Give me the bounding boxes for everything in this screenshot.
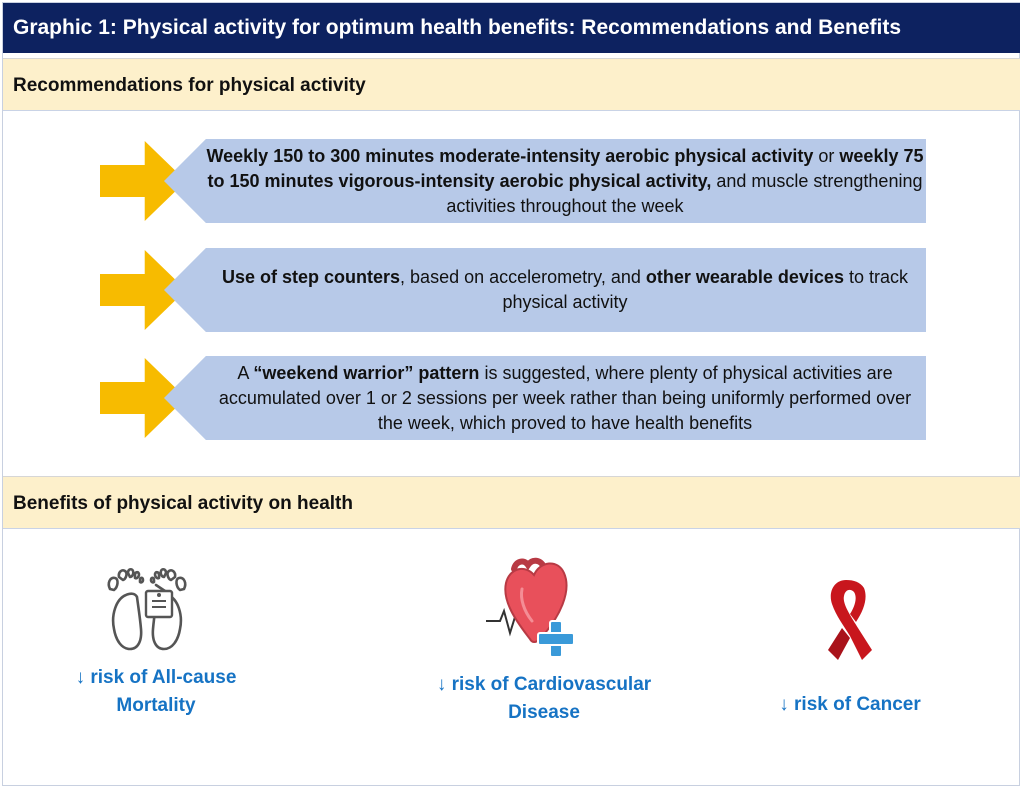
benefit-cardiovascular-line2: Disease [508, 702, 580, 723]
recommendation-box: A “weekend warrior” pattern is suggested… [164, 356, 926, 440]
recommendation-row-2: Use of step counters, based on accelerom… [100, 248, 930, 332]
benefit-cancer: ↓ risk of Cancer [760, 691, 940, 719]
recommendation-text: Weekly 150 to 300 minutes moderate-inten… [205, 144, 925, 219]
recommendation-box: Use of step counters, based on accelerom… [164, 248, 926, 332]
recommendation-text: Use of step counters, based on accelerom… [205, 265, 925, 315]
recommendation-box: Weekly 150 to 300 minutes moderate-inten… [164, 139, 926, 223]
benefit-mortality: ↓ risk of All-cause Mortality [56, 664, 256, 720]
recommendation-plain-text: to track physical activity [502, 267, 908, 312]
recommendation-bold-text: other wearable devices [645, 267, 844, 287]
recommendation-bold-text: Weekly 150 to 300 minutes moderate-inten… [206, 145, 814, 166]
graphic-title: Graphic 1: Physical activity for optimum… [3, 3, 1020, 53]
recommendation-plain-text: A [237, 362, 254, 383]
awareness-ribbon-icon [828, 580, 872, 660]
recommendation-bold-text: weekly 75 to 150 minutes vigorous-intens… [207, 145, 924, 191]
benefits-heading: Benefits of physical activity on health [3, 476, 1020, 529]
recommendation-plain-text: or [813, 145, 840, 166]
recommendation-plain-text: is suggested, where plenty of physical a… [218, 362, 912, 433]
recommendation-plain-text: and muscle strengthening activities thro… [446, 170, 923, 216]
recommendations-heading: Recommendations for physical activity [3, 58, 1020, 111]
benefit-cardiovascular-line1: ↓ risk of Cardiovascular [436, 674, 652, 695]
feet-with-toe-tag-icon [107, 567, 187, 651]
recommendation-plain-text: , based on accelerometry, and [400, 267, 646, 287]
benefit-cancer-line1: ↓ risk of Cancer [779, 694, 921, 715]
benefit-mortality-line1: ↓ risk of All-cause [75, 667, 237, 688]
recommendation-row-1: Weekly 150 to 300 minutes moderate-inten… [100, 139, 930, 223]
benefit-cardiovascular: ↓ risk of Cardiovascular Disease [424, 671, 664, 727]
benefit-mortality-line2: Mortality [116, 695, 196, 716]
recommendation-text: A “weekend warrior” pattern is suggested… [205, 361, 925, 436]
recommendation-row-3: A “weekend warrior” pattern is suggested… [100, 356, 930, 440]
recommendation-bold-text: “weekend warrior” pattern [253, 362, 480, 383]
recommendation-bold-text: Use of step counters [222, 267, 401, 287]
heart-with-cross-icon [486, 557, 575, 658]
